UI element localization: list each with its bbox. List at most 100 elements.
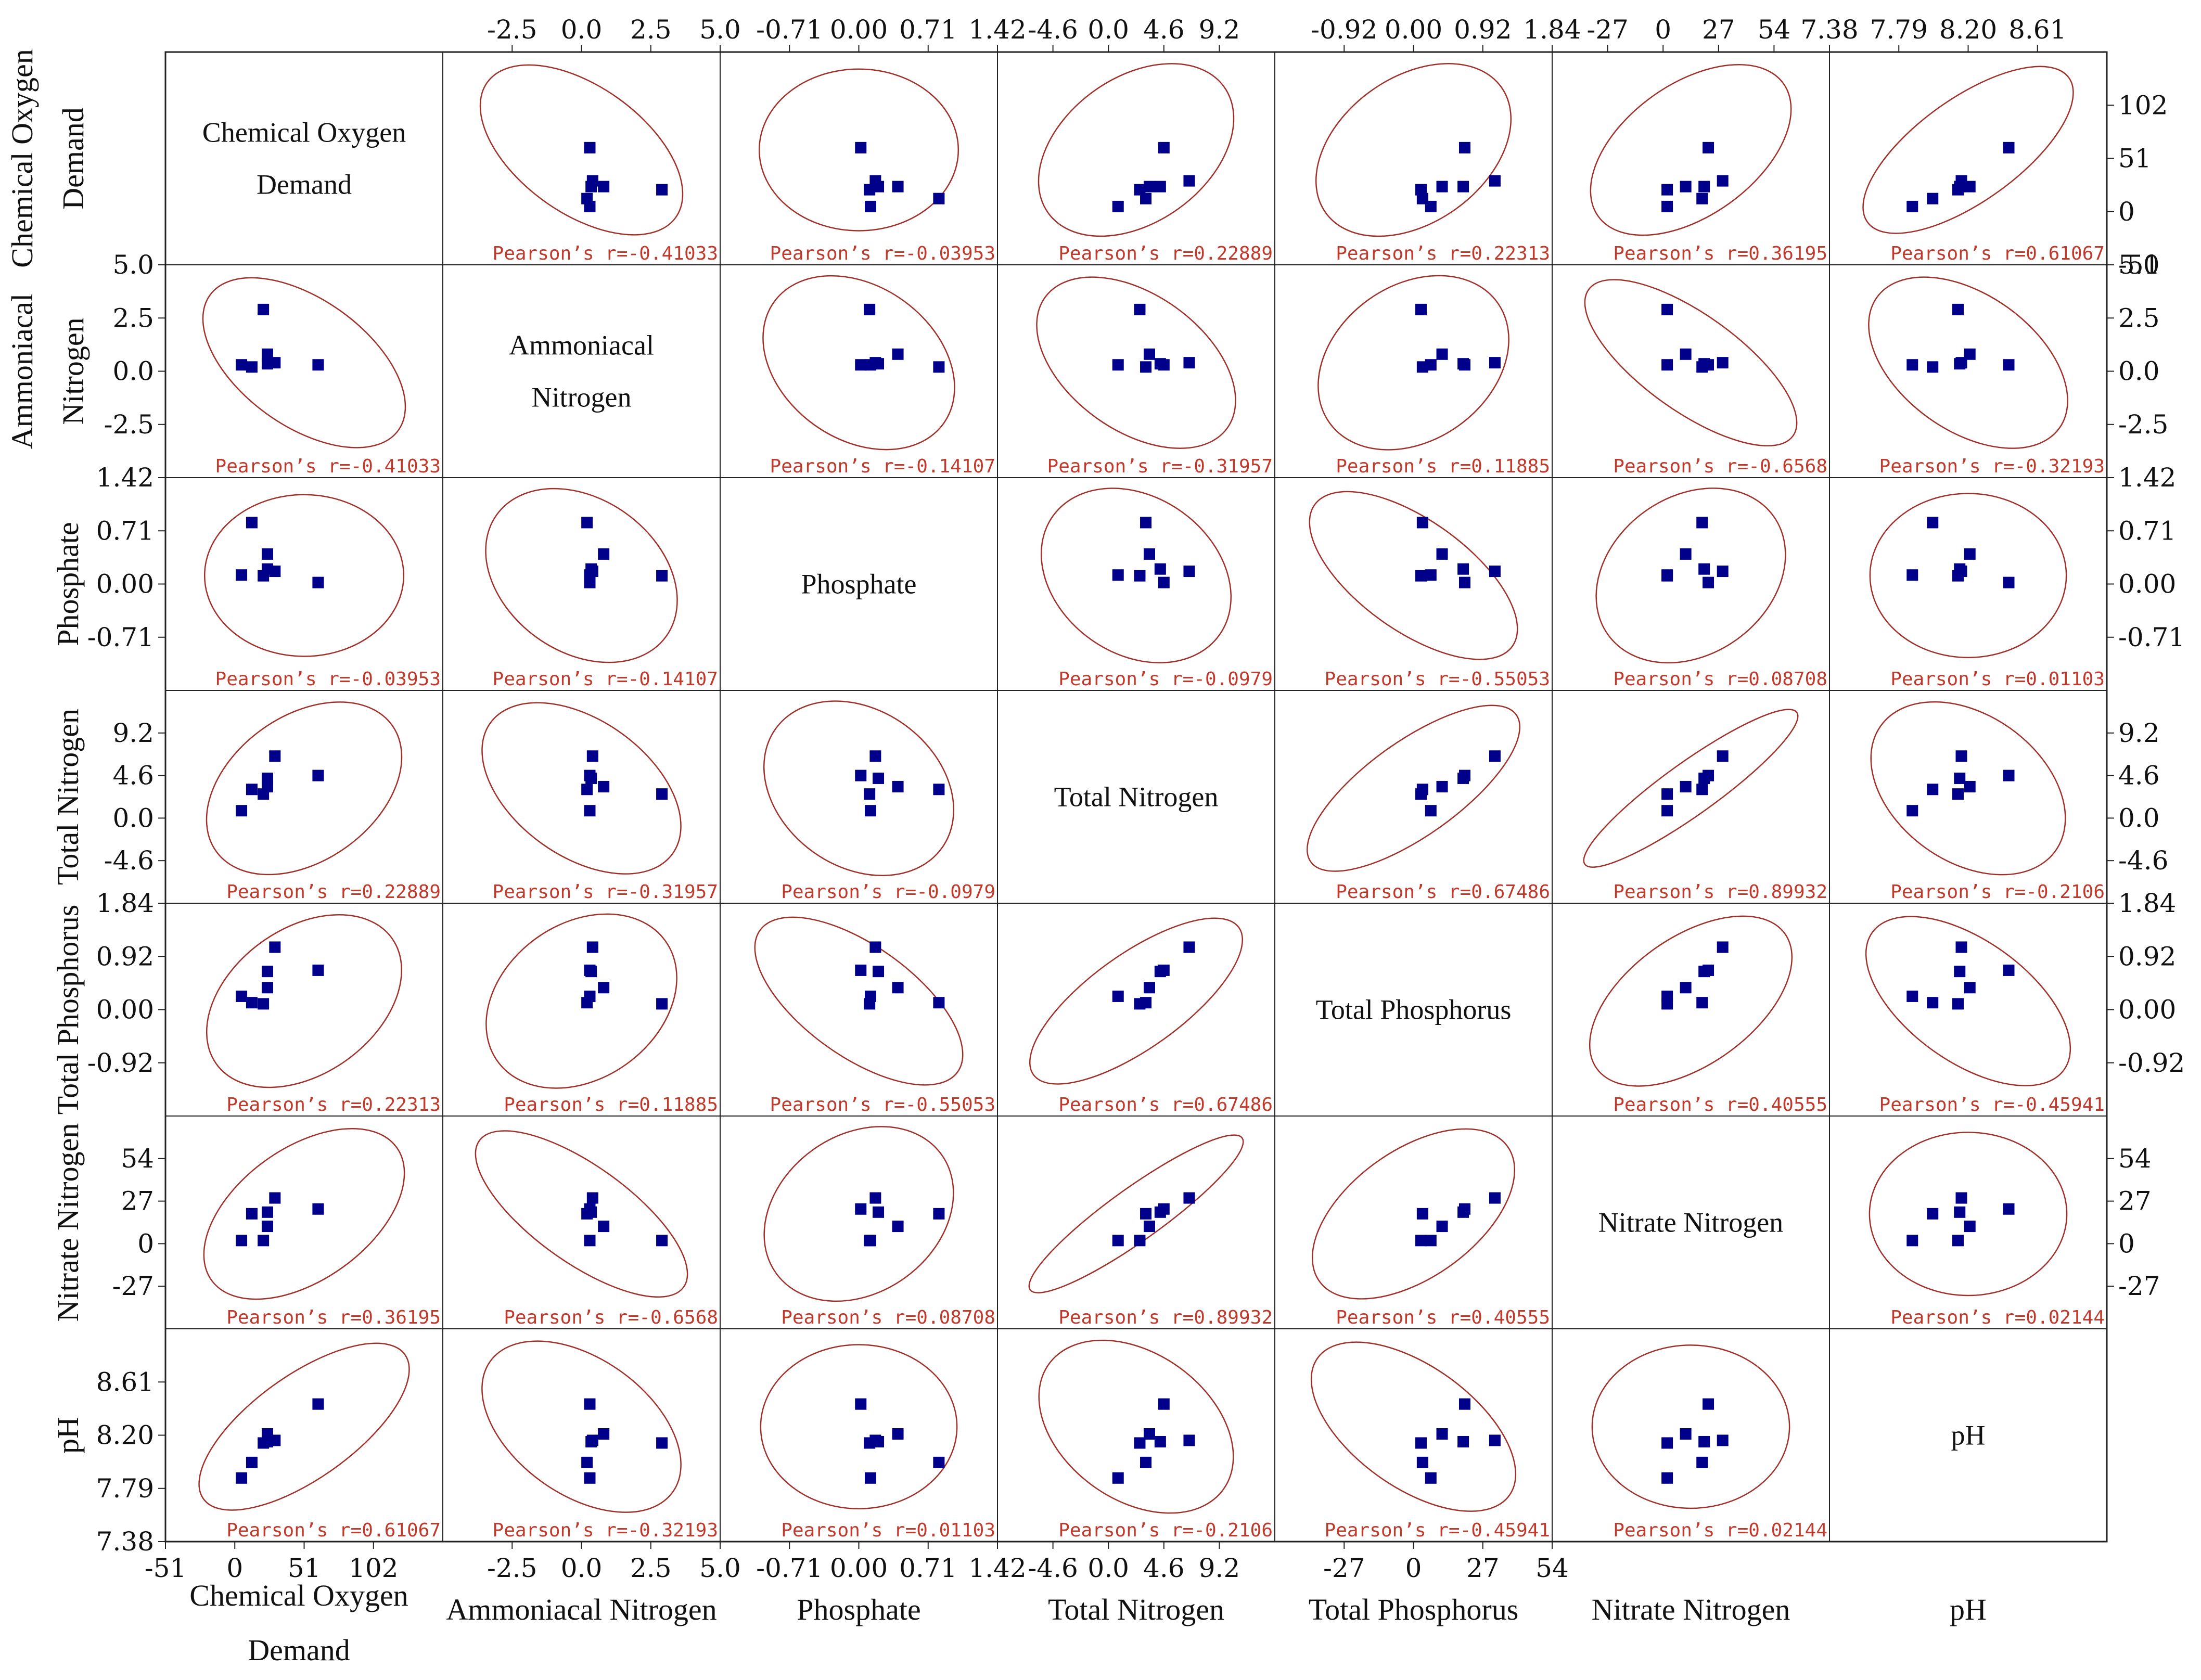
data-point: [1955, 750, 1967, 762]
data-point: [1140, 1456, 1152, 1468]
bottom-tick-label: -27: [1323, 1553, 1365, 1583]
data-point: [584, 200, 596, 212]
data-point: [1425, 569, 1437, 581]
confidence-ellipse: [479, 64, 684, 236]
pearson-r-label: Pearson’s r=-0.2106: [1058, 1520, 1273, 1541]
data-point: [1158, 576, 1170, 588]
pearson-r-label: Pearson’s r=-0.0979: [781, 881, 995, 903]
pearson-r-label: Pearson’s r=-0.55053: [770, 1094, 995, 1115]
confidence-ellipse: [481, 1340, 682, 1513]
data-point: [1489, 175, 1501, 187]
top-tick-label: 54: [1758, 15, 1791, 45]
confidence-ellipse: [1584, 279, 1798, 447]
data-point: [1927, 784, 1939, 796]
data-point: [312, 359, 324, 371]
pearson-r-label: Pearson’s r=-0.6568: [504, 1307, 718, 1328]
data-point: [1143, 548, 1155, 560]
bottom-tick-label: 27: [1466, 1553, 1500, 1583]
pearson-r-label: Pearson’s r=-0.31957: [1047, 456, 1273, 477]
data-point: [269, 941, 281, 953]
data-point: [1661, 359, 1673, 371]
data-point: [236, 569, 248, 581]
data-point: [869, 1192, 881, 1204]
left-axis-title: Nitrogen: [56, 317, 90, 425]
right-tick-label: 0: [2118, 197, 2135, 227]
confidence-ellipse: [1310, 1341, 1517, 1512]
bottom-tick-label: 2.5: [630, 1553, 672, 1583]
confidence-ellipse: [1869, 1132, 2068, 1297]
right-tick-label: -2.5: [2118, 409, 2168, 440]
right-tick-label: 5.0: [2118, 250, 2160, 280]
confidence-ellipse: [1315, 63, 1512, 237]
data-point: [1696, 193, 1708, 204]
left-tick-label: -27: [112, 1271, 154, 1301]
data-point: [1703, 576, 1714, 588]
data-point: [1698, 563, 1710, 575]
data-point: [1415, 788, 1427, 800]
diagonal-variable-label: pH: [1951, 1420, 1986, 1451]
pearson-r-label: Pearson’s r=-0.0979: [1058, 669, 1273, 690]
confidence-ellipse: [754, 916, 964, 1086]
pearson-r-label: Pearson’s r=-0.2106: [1890, 881, 2105, 903]
left-axis-title: Phosphate: [51, 522, 85, 646]
bottom-axis-title: Nitrate Nitrogen: [1592, 1593, 1790, 1626]
data-point: [1906, 359, 1918, 371]
data-point: [1112, 1235, 1124, 1247]
data-point: [1964, 982, 1976, 994]
pearson-r-label: Pearson’s r=0.89932: [1058, 1307, 1273, 1328]
confidence-ellipse: [758, 68, 959, 232]
data-point: [855, 359, 867, 371]
right-tick-label: 9.2: [2118, 718, 2160, 748]
data-point: [258, 303, 270, 315]
pearson-r-label: Pearson’s r=0.40555: [1336, 1307, 1550, 1328]
data-point: [1680, 780, 1692, 792]
data-point: [1703, 142, 1714, 153]
confidence-ellipse: [475, 1130, 688, 1298]
data-point: [1698, 358, 1710, 370]
confidence-ellipse: [1862, 66, 2074, 234]
data-point: [1154, 1206, 1166, 1218]
data-point: [1134, 1437, 1146, 1449]
bottom-axis-title: Ammoniacal Nitrogen: [446, 1593, 716, 1626]
confidence-ellipse: [1311, 1128, 1516, 1300]
data-point: [864, 303, 876, 315]
data-point: [1143, 982, 1155, 994]
data-point: [584, 1398, 596, 1410]
data-point: [586, 750, 598, 762]
data-point: [1717, 750, 1729, 762]
data-point: [584, 990, 596, 1002]
top-tick-label: -2.5: [487, 15, 537, 45]
data-point: [585, 966, 597, 978]
data-point: [261, 548, 273, 560]
data-point: [1680, 982, 1692, 994]
confidence-ellipse: [1870, 701, 2066, 876]
data-point: [933, 193, 945, 204]
top-tick-label: 0.0: [561, 15, 603, 45]
top-tick-label: 5.0: [699, 15, 741, 45]
data-point: [864, 788, 876, 800]
right-tick-label: 0.0: [2118, 356, 2160, 387]
data-point: [598, 181, 610, 193]
bottom-tick-label: 0.0: [1087, 1553, 1129, 1583]
data-point: [261, 966, 273, 978]
confidence-ellipse: [1595, 488, 1786, 664]
data-point: [864, 184, 876, 196]
data-point: [598, 780, 610, 792]
confidence-ellipse: [762, 275, 955, 451]
data-point: [1954, 966, 1966, 978]
bottom-tick-label: 51: [288, 1553, 321, 1583]
data-point: [1696, 1456, 1708, 1468]
pearson-r-label: Pearson’s r=0.11885: [1336, 456, 1550, 477]
data-point: [1415, 570, 1427, 582]
confidence-ellipse: [1317, 275, 1509, 451]
data-point: [1661, 1437, 1673, 1449]
data-point: [933, 1456, 945, 1468]
pearson-r-label: Pearson’s r=-0.41033: [493, 243, 718, 264]
bottom-tick-label: 0.71: [899, 1553, 957, 1583]
left-axis-title: Nitrate Nitrogen: [51, 1123, 85, 1322]
data-point: [892, 181, 904, 193]
data-point: [1964, 548, 1976, 560]
data-point: [598, 548, 610, 560]
left-axis-title: Chemical Oxygen: [5, 49, 39, 267]
data-point: [2003, 770, 2015, 781]
